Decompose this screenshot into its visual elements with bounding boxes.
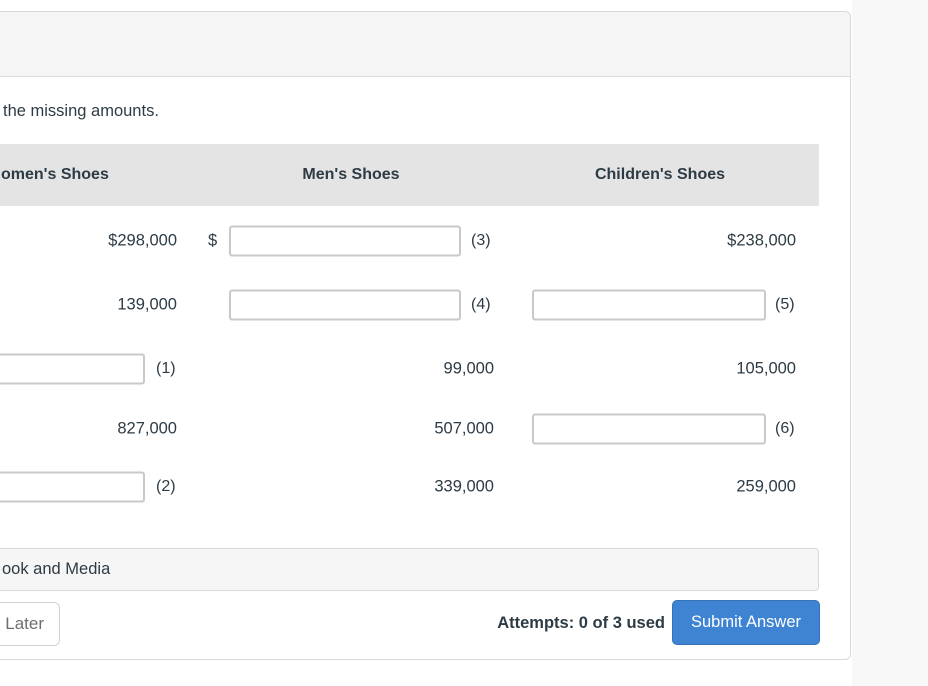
mens-shoes-value: 339,000 <box>434 477 494 496</box>
column-header-mens-shoes: Men's Shoes <box>302 166 400 183</box>
instruction-text: the missing amounts. <box>3 102 159 120</box>
submit-answer-button[interactable]: Submit Answer <box>672 600 820 645</box>
table-row: $298,000 $ (3) $238,000 <box>0 210 819 272</box>
right-background-panel <box>852 0 928 686</box>
answer-input-3[interactable] <box>229 225 461 257</box>
table-row: (1) 99,000 105,000 <box>0 338 819 400</box>
answer-input-6[interactable] <box>532 413 766 445</box>
input-label-5: (5) <box>775 296 795 313</box>
attempts-counter: Attempts: 0 of 3 used <box>497 613 665 632</box>
save-for-later-button[interactable]: Later <box>0 602 60 646</box>
etextbook-media-button[interactable]: ook and Media <box>0 548 819 591</box>
childrens-shoes-value: $238,000 <box>727 231 796 250</box>
mens-shoes-value: 507,000 <box>434 419 494 438</box>
input-label-1: (1) <box>156 360 176 377</box>
mens-shoes-value: 99,000 <box>443 359 494 378</box>
table-row: (2) 339,000 259,000 <box>0 456 819 518</box>
input-label-3: (3) <box>471 232 491 249</box>
womens-shoes-value: 827,000 <box>117 419 177 438</box>
answer-input-1[interactable] <box>0 353 145 385</box>
answer-input-5[interactable] <box>532 289 766 321</box>
table-header-row: omen's Shoes Men's Shoes Children's Shoe… <box>0 144 819 206</box>
childrens-shoes-value: 259,000 <box>736 477 796 496</box>
etextbook-media-label: ook and Media <box>2 560 111 578</box>
answer-input-4[interactable] <box>229 289 461 321</box>
womens-shoes-value: $298,000 <box>108 231 177 250</box>
column-header-womens-shoes: omen's Shoes <box>1 166 109 183</box>
dollar-prefix: $ <box>208 231 218 250</box>
womens-shoes-value: 139,000 <box>117 295 177 314</box>
column-header-childrens-shoes: Children's Shoes <box>594 166 726 183</box>
input-label-6: (6) <box>775 420 795 437</box>
input-label-4: (4) <box>471 296 491 313</box>
table-row: 827,000 507,000 (6) <box>0 398 819 460</box>
table-row: 139,000 (4) (5) <box>0 274 819 336</box>
childrens-shoes-value: 105,000 <box>736 359 796 378</box>
answer-input-2[interactable] <box>0 471 145 503</box>
question-header-bar <box>0 12 850 77</box>
input-label-2: (2) <box>156 478 176 495</box>
question-card: the missing amounts. omen's Shoes Men's … <box>0 11 851 660</box>
